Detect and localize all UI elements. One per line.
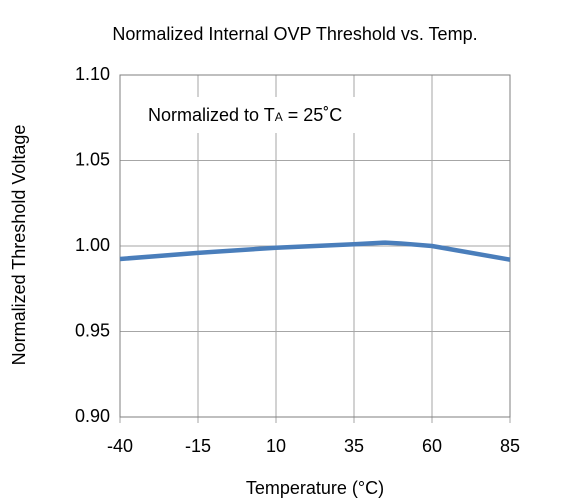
annotation-text: Normalized to T (148, 105, 275, 125)
annotation: Normalized to TA = 25˚C (148, 105, 342, 125)
x-tick-label: 35 (344, 436, 364, 456)
x-tick-label: 10 (266, 436, 286, 456)
data-line (119, 240, 511, 262)
y-tick-label: 1.00 (75, 235, 110, 255)
annotation-subscript: A (275, 110, 283, 124)
y-tick-label: 0.95 (75, 320, 110, 340)
y-tick-label: 1.10 (75, 64, 110, 84)
x-axis-label: Temperature (°C) (246, 478, 384, 498)
x-tick-label: -40 (107, 436, 133, 456)
x-tick-label: 85 (500, 436, 520, 456)
plot-frame (119, 74, 511, 418)
y-tick-label: 0.90 (75, 406, 110, 426)
y-tick-label: 1.05 (75, 149, 110, 169)
x-tick-label: 60 (422, 436, 442, 456)
x-tick-label: -15 (185, 436, 211, 456)
annotation-suffix: = 25˚C (283, 105, 343, 125)
y-axis-label: Normalized Threshold Voltage (9, 125, 29, 366)
chart-title: Normalized Internal OVP Threshold vs. Te… (112, 24, 477, 44)
annotation-bg (140, 97, 420, 133)
